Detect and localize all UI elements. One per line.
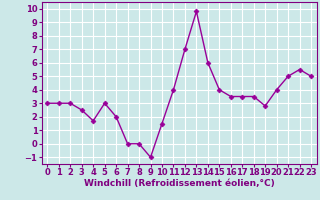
X-axis label: Windchill (Refroidissement éolien,°C): Windchill (Refroidissement éolien,°C) bbox=[84, 179, 275, 188]
